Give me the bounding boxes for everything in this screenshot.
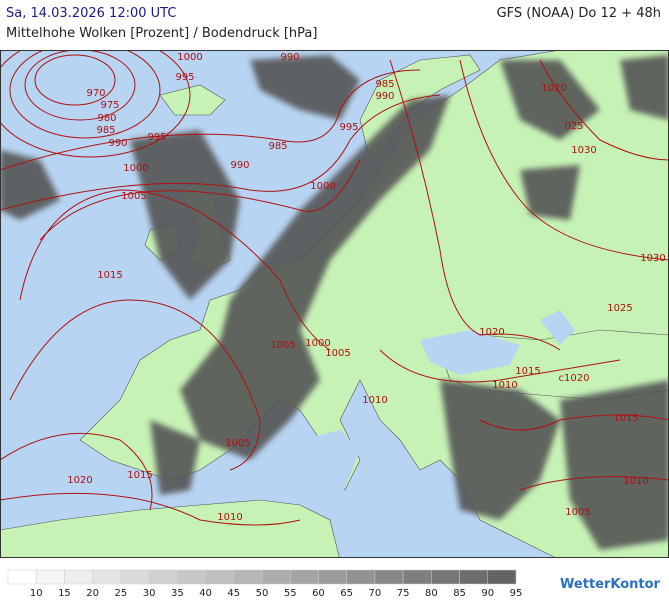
isobar-label: 990 — [280, 52, 299, 63]
legend-tick-label: 70 — [369, 588, 382, 599]
isobar-label: 1010 — [492, 380, 517, 391]
isobar-label: 1005 — [121, 191, 146, 202]
isobar-label: 995 — [147, 132, 166, 143]
legend-swatch — [289, 569, 319, 585]
isobar-label: c1020 — [559, 373, 590, 384]
legend-tick-label: 95 — [510, 588, 523, 599]
legend-tick-label: 65 — [340, 588, 353, 599]
legend-swatch — [318, 569, 347, 585]
legend-swatch — [35, 569, 65, 585]
isobar-label: 1005 — [565, 507, 590, 518]
legend-tick-label: 45 — [227, 588, 240, 599]
legend-swatch — [64, 569, 93, 585]
isobar-label: 1015 — [127, 470, 152, 481]
isobar-label: 1005 — [225, 438, 250, 449]
isobar-label: 1015 — [613, 413, 638, 424]
isobar-label: 1010 — [623, 476, 648, 487]
legend-swatch — [374, 569, 404, 585]
legend-tick-label: 30 — [143, 588, 156, 599]
isobar-label: 1015 — [97, 270, 122, 281]
isobar-label: 1020 — [67, 475, 92, 486]
legend-swatch — [459, 569, 489, 585]
isobar-label: 1000 — [305, 338, 330, 349]
legend-tick-label: 10 — [30, 588, 43, 599]
isobar-label: 995 — [175, 72, 194, 83]
isobar-label: 1000 — [123, 163, 148, 174]
legend-tick-label: 25 — [115, 588, 128, 599]
isobar-label: 1020 — [479, 327, 504, 338]
legend-tick-label: 85 — [453, 588, 466, 599]
legend-tick-label: 20 — [86, 588, 99, 599]
legend-tick-label: 50 — [256, 588, 269, 599]
legend-swatch — [120, 569, 150, 585]
isobar-label: 995 — [339, 122, 358, 133]
legend-tick-label: 55 — [284, 588, 297, 599]
legend-swatch — [487, 569, 517, 585]
legend-swatch — [261, 569, 291, 585]
clouds — [0, 55, 669, 550]
isobar-label: 975 — [100, 100, 119, 111]
legend-tick-label: 40 — [199, 588, 212, 599]
isobar-label: 1030 — [640, 253, 665, 264]
subtitle: Mittelhohe Wolken [Prozent] / Bodendruck… — [6, 26, 318, 41]
legend-swatch — [402, 569, 432, 585]
legend-swatch — [205, 569, 235, 585]
legend-tick-label: 35 — [171, 588, 184, 599]
isobars — [0, 50, 669, 526]
isobar-label: 990 — [230, 160, 249, 171]
model-label: GFS (NOAA) Do 12 + 48h — [496, 6, 661, 21]
isobar-label: 1020 — [541, 83, 566, 94]
date-label: Sa, 14.03.2026 12:00 UTC — [6, 6, 177, 21]
isobar-label: 1005 — [270, 340, 295, 351]
legend-tick-label: 90 — [481, 588, 494, 599]
isobar-label: 1030 — [571, 145, 596, 156]
isobar-label: 025 — [564, 121, 583, 132]
isobar-label: 970 — [86, 88, 105, 99]
legend-tick-label: 80 — [425, 588, 438, 599]
legend-swatch — [7, 569, 37, 585]
isobar-label: 980 — [97, 113, 116, 124]
legend-swatch — [177, 569, 206, 585]
legend-swatch — [233, 569, 263, 585]
legend-swatch — [148, 569, 178, 585]
isobar-label: 1010 — [217, 512, 242, 523]
brand: WetterKontor — [560, 577, 661, 592]
isobar-label: 1010 — [362, 395, 387, 406]
isobar-label: 990 — [108, 138, 127, 149]
isobar-label: 985 — [268, 141, 287, 152]
seas — [300, 310, 575, 500]
isobar-label: 1005 — [325, 348, 350, 359]
legend-swatch — [92, 569, 122, 585]
legend-tick-label: 60 — [312, 588, 325, 599]
isobar-label: 1015 — [515, 366, 540, 377]
legend-swatch — [346, 569, 376, 585]
isobar-label: 985 — [96, 125, 115, 136]
isobar-label: 985 — [375, 79, 394, 90]
isobar-label: 990 — [375, 91, 394, 102]
map-area: 1000995970975980985990995990985100010051… — [0, 50, 669, 558]
legend-tick-label: 75 — [397, 588, 410, 599]
isobar-label: 1025 — [607, 303, 632, 314]
isobar-label: 1000 — [310, 181, 335, 192]
isobar-label: 1000 — [177, 52, 202, 63]
legend-tick-label: 15 — [58, 588, 71, 599]
legend-swatch — [431, 569, 460, 585]
